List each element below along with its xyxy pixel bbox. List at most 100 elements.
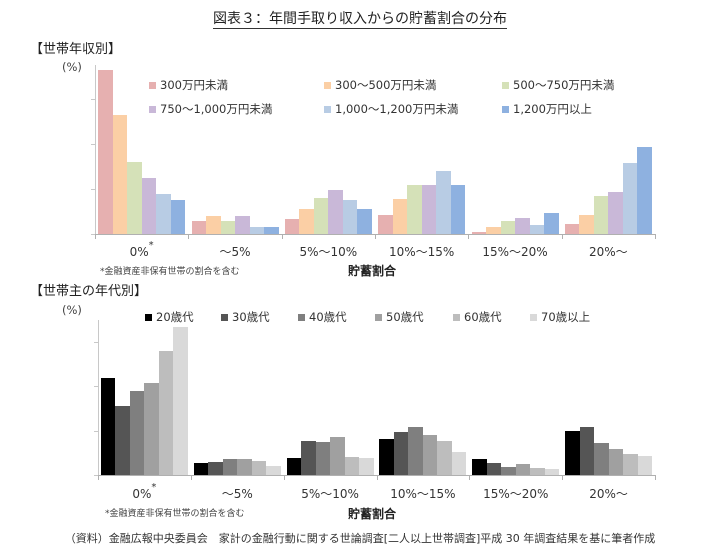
- age-legend-item: 40歳代: [298, 309, 347, 325]
- age-bar: [501, 467, 516, 475]
- income-bar: [112, 114, 128, 234]
- income-bar: [357, 209, 372, 234]
- age-legend-item: 30歳代: [221, 309, 270, 325]
- income-bar: [220, 220, 235, 234]
- legend-swatch-icon: [502, 105, 509, 113]
- income-bar: [98, 69, 113, 234]
- income-bar: [486, 227, 501, 234]
- legend-swatch-icon: [221, 313, 228, 321]
- income-x-tick-mark: [468, 234, 470, 239]
- legend-label: 70歳以上: [541, 310, 591, 324]
- income-bar: [544, 212, 559, 234]
- age-y-tick-mark: [94, 475, 99, 476]
- figure-title: 図表３：年間手取り収入からの貯蓄割合の分布: [213, 11, 507, 29]
- legend-label: 50歳代: [386, 310, 424, 324]
- income-bar: [471, 231, 486, 234]
- income-y-tick-mark: [91, 144, 96, 145]
- income-bar: [170, 200, 186, 234]
- asterisk-marker: *: [148, 240, 154, 251]
- income-y-axis: [95, 65, 96, 234]
- age-bar: [266, 466, 281, 475]
- age-bar: [315, 441, 331, 475]
- legend-label: 1,200万円以上: [513, 102, 592, 116]
- age-x-axis-label: 貯蓄割合: [348, 507, 397, 521]
- legend-swatch-icon: [149, 81, 156, 89]
- age-bar: [129, 390, 145, 475]
- income-legend-item: 300万円未満: [149, 77, 228, 93]
- age-bar: [594, 442, 609, 475]
- income-x-tick-mark: [375, 234, 376, 239]
- age-x-category-label: 10%～15%: [363, 485, 483, 502]
- income-x-tick-mark: [561, 234, 563, 239]
- age-y-tick-mark: [94, 430, 99, 432]
- category-text: 15%～20%: [482, 245, 548, 259]
- income-y-tick-mark: [91, 99, 96, 100]
- income-x-category-label: 10%～15%: [362, 243, 482, 260]
- age-bar: [422, 435, 438, 475]
- income-bar: [637, 147, 652, 234]
- age-bar: [579, 427, 595, 475]
- age-y-unit: (%): [62, 303, 82, 317]
- income-legend-item: 300～500万円未満: [324, 77, 436, 93]
- legend-swatch-icon: [324, 105, 331, 113]
- age-note: *金融資産非保有世帯の割合を含む: [105, 509, 245, 519]
- age-y-tick-mark: [94, 386, 99, 388]
- legend-label: 300万円未満: [160, 78, 228, 92]
- legend-swatch-icon: [453, 313, 460, 321]
- legend-label: 20歳代: [156, 310, 194, 324]
- legend-label: 60歳代: [464, 310, 502, 324]
- income-x-tick-mark: [655, 234, 656, 239]
- income-y-tick-mark: [91, 189, 96, 190]
- age-section-label: 【世帯主の年代別】: [30, 284, 148, 299]
- age-x-tick-mark: [562, 475, 564, 480]
- income-x-tick-mark: [95, 234, 96, 239]
- age-x-tick-mark: [190, 475, 192, 480]
- income-bar: [436, 171, 451, 234]
- age-legend-item: 50歳代: [375, 309, 424, 325]
- age-bar: [237, 459, 252, 475]
- income-y-tick-mark: [91, 234, 96, 235]
- legend-label: 300～500万円未満: [335, 78, 437, 92]
- income-x-category-label: ～5%: [175, 243, 295, 260]
- age-bar: [144, 382, 159, 475]
- age-bar: [486, 462, 502, 475]
- income-legend-item: 1,000～1,200万円未満: [324, 101, 458, 117]
- category-text: 5%～10%: [299, 245, 358, 259]
- income-bar: [529, 225, 544, 234]
- age-bar: [222, 459, 238, 475]
- income-bar: [284, 219, 300, 234]
- income-bar: [141, 177, 157, 234]
- legend-label: 40歳代: [309, 310, 347, 324]
- age-x-category-label: ～5%: [177, 485, 297, 502]
- age-bar: [451, 451, 467, 475]
- income-bar: [407, 184, 422, 234]
- category-text: 20%～: [589, 487, 628, 501]
- legend-swatch-icon: [530, 313, 537, 321]
- income-bar: [156, 193, 171, 234]
- income-bar: [378, 214, 393, 234]
- legend-swatch-icon: [145, 313, 152, 321]
- legend-label: 1,000～1,200万円未満: [335, 102, 459, 116]
- age-x-tick-mark: [283, 475, 285, 480]
- age-bar: [173, 327, 188, 475]
- age-x-tick-mark: [98, 475, 99, 480]
- age-bar: [251, 460, 267, 475]
- category-text: 10%～15%: [388, 245, 455, 259]
- legend-swatch-icon: [502, 81, 509, 89]
- category-text: 20%～: [588, 245, 628, 259]
- age-bar: [565, 430, 580, 475]
- age-x-tick-mark: [376, 475, 378, 480]
- income-bar: [579, 214, 594, 234]
- category-text: 0%: [129, 245, 149, 259]
- income-x-category-label: 0%*: [82, 240, 202, 259]
- income-bar: [249, 227, 264, 234]
- income-bar: [235, 216, 250, 234]
- age-bar: [100, 378, 116, 475]
- income-legend-item: 1,200万円以上: [502, 101, 592, 117]
- income-bar: [622, 163, 638, 234]
- category-text: 5%～10%: [301, 487, 359, 501]
- income-legend-item: 750～1,000万円未満: [149, 101, 272, 117]
- income-bar: [342, 200, 358, 234]
- income-bar: [206, 216, 221, 234]
- source-note: （資料）金融広報中央委員会 家計の金融行動に関する世論調査[二人以上世帯調査]平…: [64, 532, 656, 545]
